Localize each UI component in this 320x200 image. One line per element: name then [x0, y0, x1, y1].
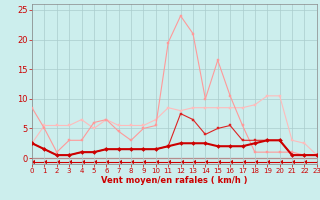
- X-axis label: Vent moyen/en rafales ( km/h ): Vent moyen/en rafales ( km/h ): [101, 176, 248, 185]
